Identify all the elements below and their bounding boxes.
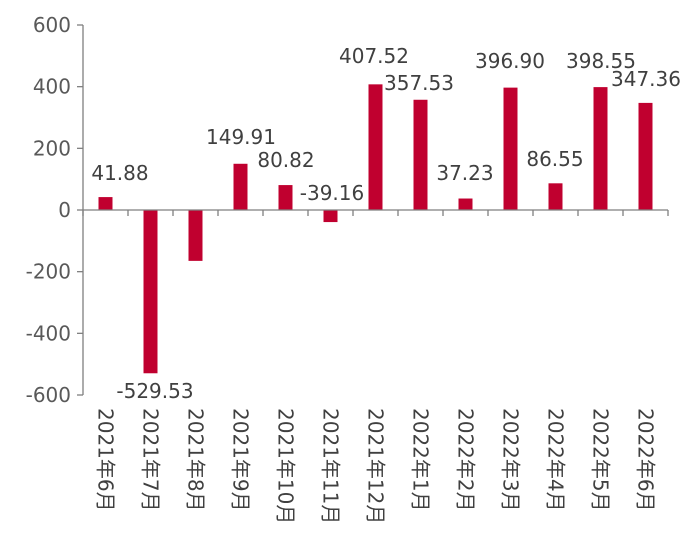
data-label: 37.23 <box>436 161 493 185</box>
data-label: 396.90 <box>475 49 545 73</box>
y-tick-label: -400 <box>26 321 71 345</box>
category-label: 2022年1月 <box>409 408 433 512</box>
category-label: 2022年2月 <box>454 408 478 512</box>
bar <box>503 87 518 210</box>
y-tick-label: -200 <box>26 260 71 284</box>
category-label: 2021年12月 <box>364 408 388 524</box>
data-label: 357.53 <box>384 71 454 95</box>
bar <box>233 163 248 210</box>
x-axis <box>82 209 669 216</box>
bar <box>413 99 428 210</box>
bar <box>278 185 293 210</box>
y-tick-label: 0 <box>58 198 71 222</box>
bar <box>368 84 383 210</box>
data-label: 80.82 <box>257 148 314 172</box>
bar <box>638 102 653 210</box>
bar <box>593 87 608 210</box>
bars <box>98 84 653 374</box>
category-label: 2021年9月 <box>229 408 253 512</box>
y-tick-label: 600 <box>33 13 71 37</box>
y-axis: 600 400 200 0 -200 -400 -600 <box>26 13 84 407</box>
y-tick-label: 200 <box>33 136 71 160</box>
data-label: 86.55 <box>526 147 583 171</box>
data-label: 41.88 <box>91 161 148 185</box>
category-label: 2022年5月 <box>589 408 613 512</box>
data-label: 398.55 <box>566 49 636 73</box>
category-label: 2021年11月 <box>319 408 343 524</box>
y-tick-label: 400 <box>33 75 71 99</box>
data-label: 347.36 <box>611 67 681 91</box>
bar <box>548 183 563 210</box>
data-label: 407.52 <box>339 44 409 68</box>
data-label: -529.53 <box>116 379 193 403</box>
category-label: 2021年6月 <box>94 408 118 512</box>
category-label: 2021年8月 <box>184 408 208 512</box>
bar <box>188 210 203 261</box>
category-label: 2021年10月 <box>274 408 298 524</box>
category-label: 2022年3月 <box>499 408 523 512</box>
bar <box>458 198 473 210</box>
bar <box>143 210 158 374</box>
category-labels: 2021年6月 2021年7月 2021年8月 2021年9月 2021年10月 2021… <box>94 408 658 524</box>
category-label: 2022年6月 <box>634 408 658 512</box>
data-label: 149.91 <box>206 125 276 149</box>
category-label: 2022年4月 <box>544 408 568 512</box>
category-label: 2021年7月 <box>139 408 163 512</box>
data-label: -39.16 <box>300 181 364 205</box>
bar <box>323 210 338 223</box>
y-tick-label: -600 <box>26 383 71 407</box>
bar <box>98 197 113 210</box>
